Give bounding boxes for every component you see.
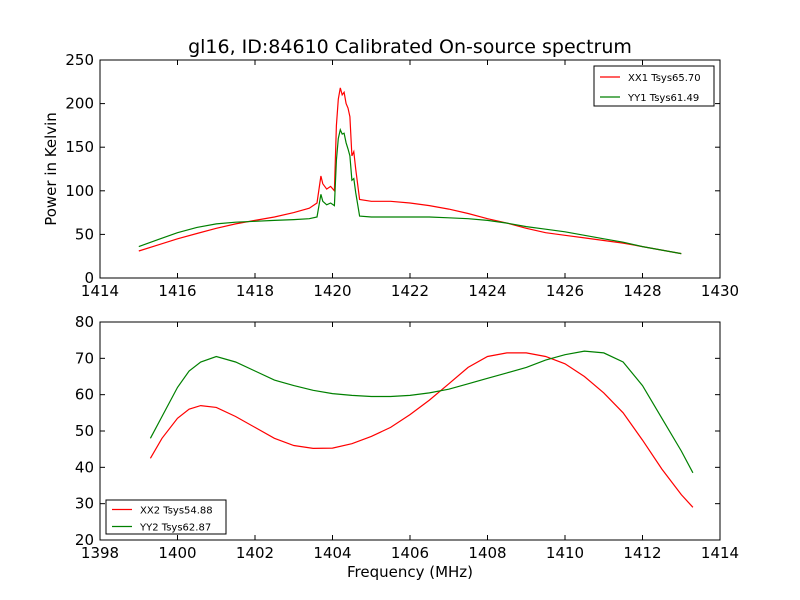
top-legend-box [593, 65, 715, 107]
bottom-y-tick-label: 50 [75, 422, 94, 440]
top-series-line-2 [138, 127, 682, 255]
bottom-y-tick-label: 40 [75, 458, 94, 476]
bottom-y-tick-label: 80 [75, 313, 94, 331]
top-y-tick-label: 0 [84, 269, 94, 287]
bottom-legend-label: YY2 Tsys62.87 [139, 523, 211, 534]
top-x-tick-label: 1422 [391, 282, 429, 300]
top-y-axis-label: Power in Kelvin [42, 112, 60, 226]
bottom-legend-box [105, 499, 227, 535]
bottom-y-tick-label: 60 [75, 386, 94, 404]
bottom-x-tick-label: 1400 [158, 544, 196, 562]
top-y-tick-label: 250 [65, 51, 94, 69]
bottom-series-line-2 [149, 350, 694, 474]
bottom-y-tick-label: 20 [75, 531, 94, 549]
bottom-x-tick-label: 1412 [623, 544, 661, 562]
x-axis-label: Frequency (MHz) [347, 563, 473, 581]
top-y-tick-label: 100 [65, 182, 94, 200]
top-x-tick-label: 1430 [701, 282, 739, 300]
top-x-tick-label: 1416 [158, 282, 196, 300]
bottom-x-tick-label: 1398 [81, 544, 119, 562]
top-x-tick-label: 1424 [468, 282, 506, 300]
bottom-chart: 1398 1400 1402 1404 1406 1408 1410 1412 1414 20 30… [75, 313, 739, 562]
top-y-tick-label: 50 [75, 225, 94, 243]
bottom-x-tick-label: 1408 [468, 544, 506, 562]
bottom-x-tick-label: 1402 [236, 544, 274, 562]
top-x-tick-label: 1428 [623, 282, 661, 300]
bottom-y-tick-label: 70 [75, 349, 94, 367]
top-y-tick-label: 200 [65, 95, 94, 113]
top-legend-label: XX1 Tsys65.70 [628, 73, 701, 84]
bottom-x-tick-label: 1414 [701, 544, 739, 562]
top-x-tick-label: 1418 [236, 282, 274, 300]
bottom-x-tick-label: 1404 [313, 544, 351, 562]
bottom-y-tick-label: 30 [75, 495, 94, 513]
top-chart: 1414 1416 1418 1420 1422 1424 1426 1428 1430 0 50 1… [42, 51, 739, 300]
top-series-line-1 [138, 87, 682, 255]
chart-title: gl16, ID:84610 Calibrated On-source spec… [188, 36, 632, 58]
bottom-legend-label: XX2 Tsys54.88 [140, 506, 213, 517]
top-x-tick-label: 1426 [546, 282, 584, 300]
top-y-tick-label: 150 [65, 138, 94, 156]
top-x-tick-label: 1414 [81, 282, 119, 300]
bottom-series-line-1 [149, 352, 694, 508]
top-x-tick-label: 1420 [313, 282, 351, 300]
bottom-x-tick-label: 1410 [546, 544, 584, 562]
bottom-x-tick-label: 1406 [391, 544, 429, 562]
top-legend-label: YY1 Tsys61.49 [627, 93, 699, 104]
